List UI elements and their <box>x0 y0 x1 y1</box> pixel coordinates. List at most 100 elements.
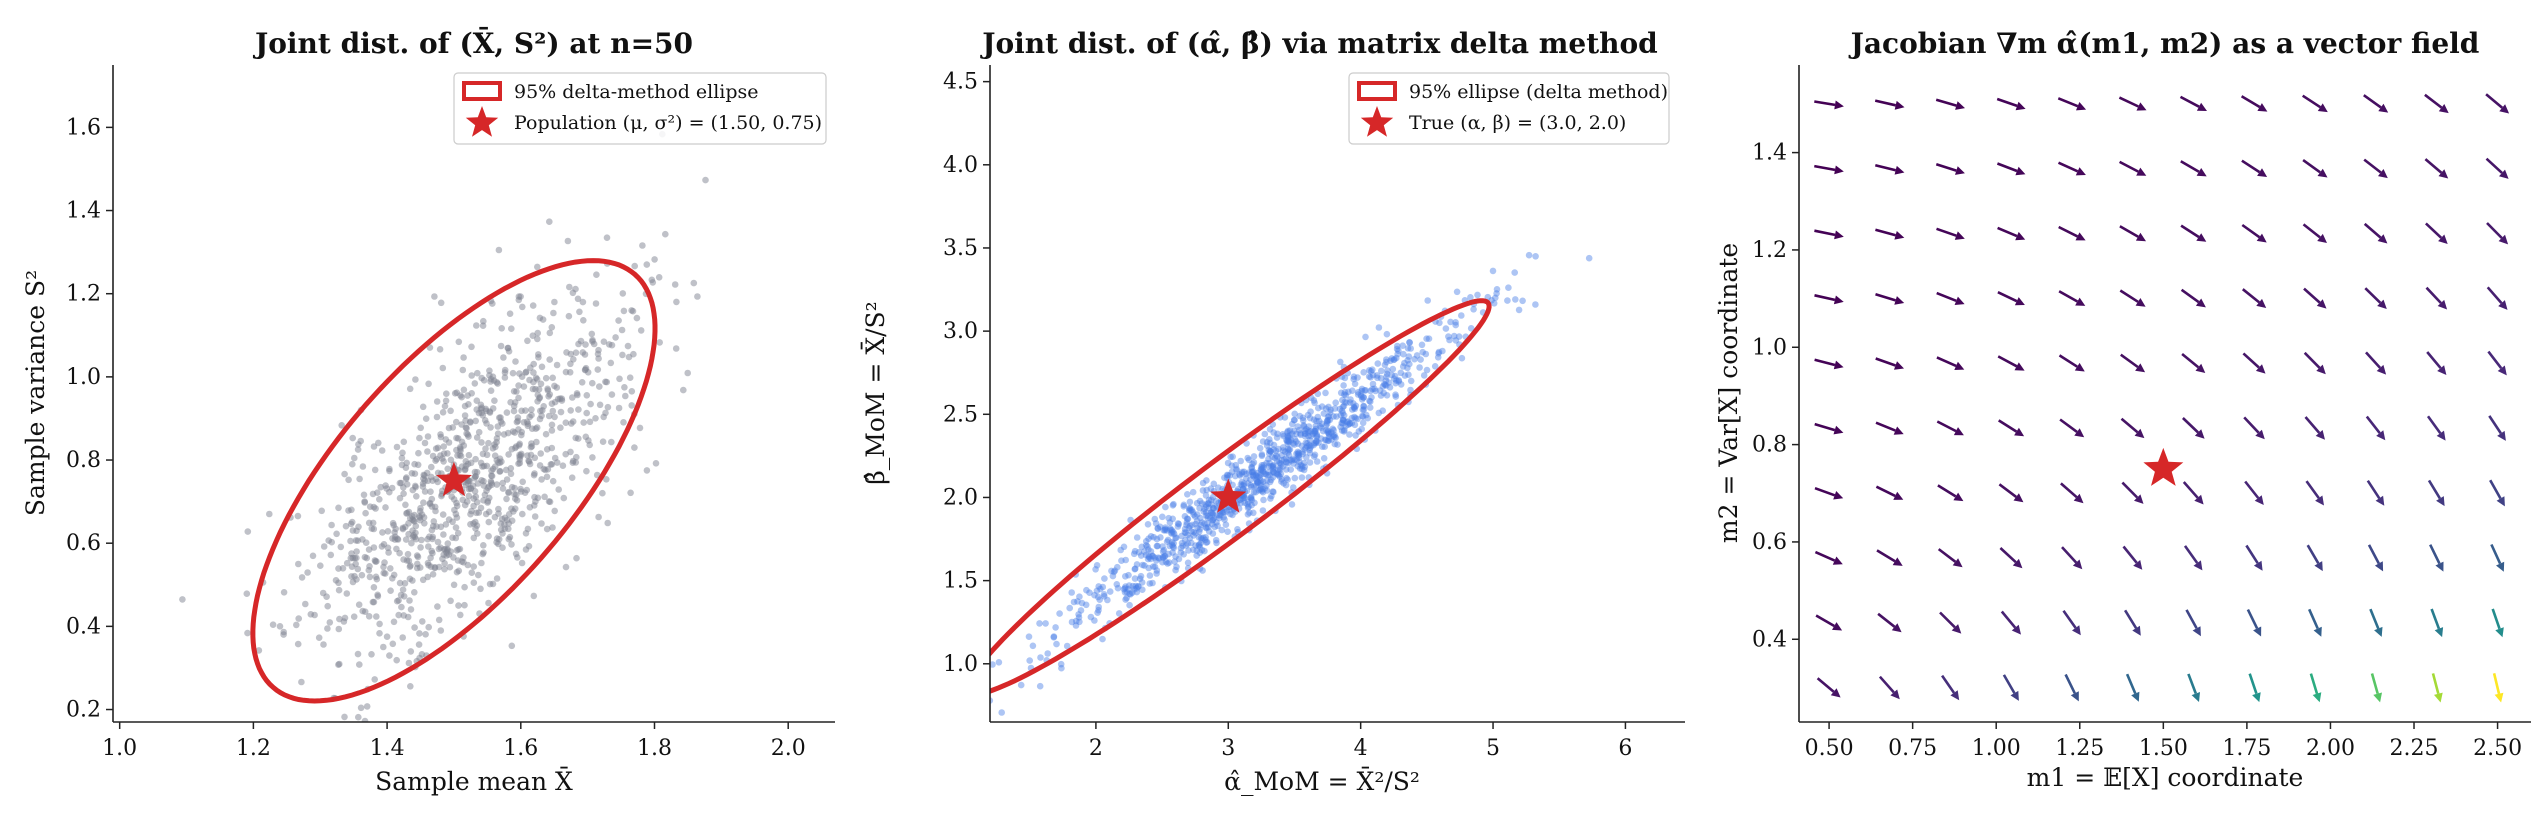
arrow-head <box>2192 626 2201 637</box>
scatter-point <box>1405 353 1413 360</box>
scatter-point <box>461 583 468 591</box>
scatter-point <box>1212 536 1220 544</box>
scatter-point <box>1290 460 1297 467</box>
scatter-point <box>1446 336 1453 344</box>
scatter-point <box>1275 459 1283 467</box>
scatter-point <box>434 538 442 546</box>
scatter-point <box>406 385 414 393</box>
scatter-point <box>1257 466 1265 473</box>
x-tick-label: 3 <box>1221 736 1235 761</box>
scatter-point <box>1362 333 1369 341</box>
scatter-point <box>1175 555 1183 563</box>
scatter-point <box>572 349 580 357</box>
arrow-head <box>2257 103 2268 112</box>
scatter-point <box>1239 495 1247 502</box>
scatter-point <box>1247 495 1255 502</box>
scatter-point <box>1442 325 1450 332</box>
panel-1-y-ticks: 0.20.40.60.81.01.21.41.6 <box>66 115 113 723</box>
scatter-point <box>527 451 535 459</box>
scatter-point <box>489 373 497 381</box>
scatter-point <box>497 342 505 350</box>
arrow-head <box>1894 361 1904 370</box>
scatter-point <box>298 574 306 581</box>
arrow-shaft <box>1937 548 1957 563</box>
scatter-point <box>1399 342 1406 350</box>
scatter-point <box>1383 330 1391 338</box>
scatter-point <box>536 395 543 402</box>
scatter-point <box>1306 446 1313 454</box>
scatter-point <box>458 438 466 446</box>
scatter-point <box>1439 347 1446 355</box>
arrow-head <box>2195 363 2206 373</box>
scatter-point <box>1213 512 1221 519</box>
y-tick-label: 0.8 <box>1752 433 1787 458</box>
arrow-shaft <box>2246 609 2259 629</box>
scatter-point <box>1233 466 1240 474</box>
scatter-point <box>1286 432 1294 439</box>
scatter-point <box>1326 416 1334 424</box>
scatter-point <box>348 573 355 580</box>
scatter-point <box>1263 442 1271 450</box>
scatter-point <box>341 470 348 478</box>
scatter-point <box>652 460 660 467</box>
scatter-point <box>343 590 351 597</box>
scatter-point <box>1325 403 1332 411</box>
scatter-point <box>1161 552 1169 560</box>
scatter-point <box>428 463 435 471</box>
scatter-point <box>499 479 507 487</box>
scatter-point <box>1330 413 1337 420</box>
scatter-point <box>1284 445 1292 453</box>
arrow-head <box>2315 430 2325 440</box>
scatter-point <box>386 652 393 659</box>
scatter-point <box>1146 580 1154 587</box>
scatter-point <box>1290 427 1298 435</box>
scatter-point <box>1145 535 1152 542</box>
panel-2-legend: 95% ellipse (delta method) True (α, β) =… <box>1348 72 1670 145</box>
scatter-point <box>1120 543 1128 551</box>
scatter-point <box>1315 417 1323 425</box>
scatter-point <box>1117 546 1124 554</box>
scatter-point <box>429 571 437 578</box>
scatter-point <box>1352 432 1359 439</box>
scatter-point <box>1229 511 1236 519</box>
scatter-point <box>399 586 407 593</box>
scatter-point <box>502 466 510 474</box>
scatter-point <box>970 698 977 705</box>
scatter-point <box>440 531 447 538</box>
scatter-point <box>468 372 476 379</box>
scatter-point <box>1232 461 1240 469</box>
scatter-point <box>1283 436 1290 444</box>
scatter-point <box>1337 411 1344 419</box>
scatter-point <box>1151 554 1158 561</box>
scatter-point <box>1237 496 1244 503</box>
scatter-point <box>1532 301 1539 308</box>
scatter-point <box>350 613 358 620</box>
scatter-point <box>1147 555 1154 563</box>
scatter-point <box>1210 480 1218 488</box>
vector-arrow <box>1815 614 1843 631</box>
scatter-point <box>1169 515 1176 523</box>
scatter-point <box>1153 567 1161 574</box>
arrow-shaft <box>2301 94 2322 109</box>
scatter-point <box>1354 389 1362 396</box>
arrow-shaft <box>2303 351 2321 369</box>
scatter-point <box>465 477 473 485</box>
scatter-point <box>1291 416 1298 424</box>
scatter-point <box>1295 451 1303 459</box>
scatter-point <box>179 596 186 603</box>
scatter-point <box>1326 409 1334 416</box>
vector-arrow <box>2430 608 2444 638</box>
scatter-point <box>1248 496 1256 504</box>
scatter-point <box>1193 547 1201 554</box>
scatter-point <box>1375 324 1383 331</box>
scatter-point <box>1360 369 1367 376</box>
vector-arrow <box>2424 158 2449 179</box>
scatter-point <box>1298 442 1306 450</box>
scatter-point <box>1375 409 1383 417</box>
scatter-point <box>396 479 404 487</box>
y-tick-label: 4.0 <box>943 153 978 178</box>
arrow-shaft <box>2000 610 2017 629</box>
scatter-point <box>1360 394 1367 401</box>
scatter-point <box>1122 573 1129 580</box>
arrow-head <box>2135 363 2146 373</box>
